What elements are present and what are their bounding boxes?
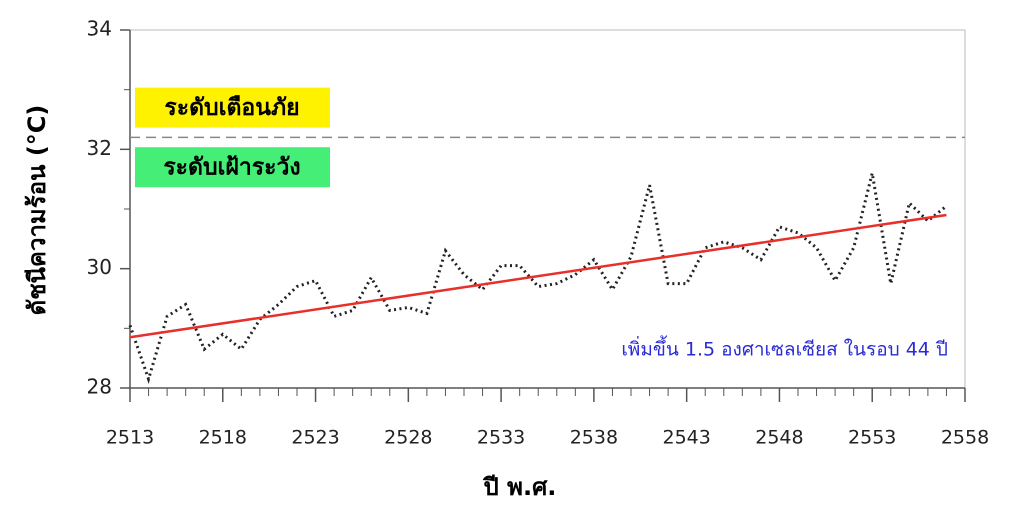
x-tick-label: 2513 [106,427,154,449]
x-tick-label: 2538 [570,427,618,449]
x-axis-label: ปี พ.ศ. [482,473,556,501]
x-tick-label: 2548 [755,427,803,449]
x-tick-label: 2533 [477,427,525,449]
x-tick-label: 2518 [199,427,247,449]
data-line [128,172,948,384]
zone-label: ระดับเฝ้าระวัง [135,147,330,188]
y-tick-label: 32 [87,136,112,160]
plot-frame [129,29,966,389]
x-tick-label: 2558 [941,427,989,449]
zone-label-text: ระดับเตือนภัย [164,95,299,121]
x-tick-label: 2553 [848,427,896,449]
trend-line [129,213,947,339]
y-axis-label: ดัชนีความร้อน (°C) [23,105,51,316]
y-tick-label: 28 [87,375,112,399]
zone-label: ระดับเตือนภัย [135,87,330,128]
x-tick-label: 2543 [662,427,710,449]
y-tick-label: 34 [87,17,112,41]
zone-label-text: ระดับเฝ้าระวัง [163,155,300,181]
zone-label-box [135,147,330,188]
x-tick-label: 2523 [291,427,339,449]
x-tick-label: 2528 [384,427,432,449]
annotation: เพิ่มขึ้น 1.5 องศาเซลเซียส ในรอบ 44 ปี [621,336,948,361]
y-tick-label: 30 [87,255,112,279]
zone-label-box [135,87,330,128]
